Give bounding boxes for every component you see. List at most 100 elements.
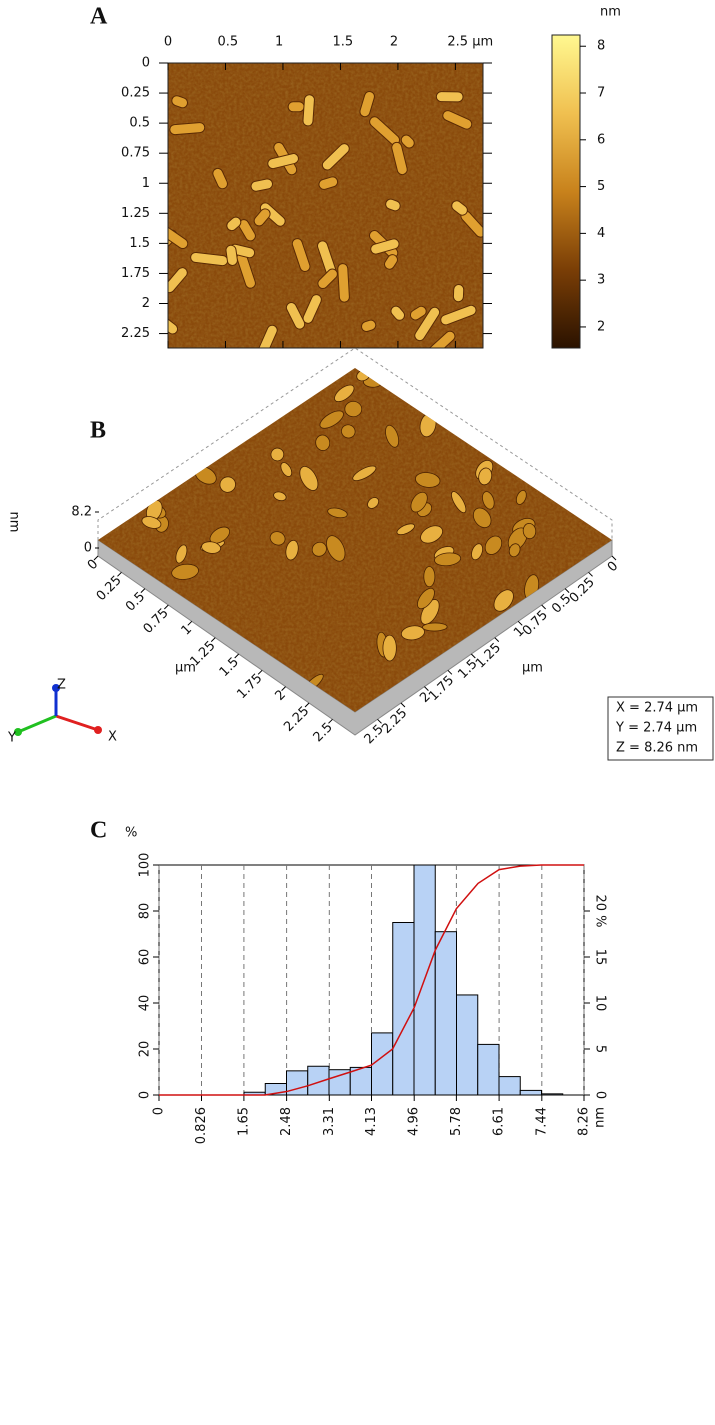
particle [471, 543, 484, 561]
particle [367, 497, 380, 509]
x-tick-label: 1.5 [332, 35, 353, 50]
particle [522, 523, 537, 540]
x-tick-label: 0.25 [94, 573, 125, 604]
particle [318, 176, 339, 190]
particle [352, 465, 377, 482]
axis-arrow-head [94, 726, 102, 734]
y-tick-label: 0 [142, 56, 150, 71]
x-tick [140, 588, 146, 594]
x-tick-label: 2.48 [279, 1107, 294, 1136]
particle [269, 531, 286, 546]
y-tick-label: 0.5 [129, 116, 150, 131]
x-tick [93, 555, 99, 561]
particle [390, 305, 406, 321]
x-axis-label: nm [593, 1107, 608, 1128]
y2-tick-label: 20 % [593, 894, 608, 927]
particle [319, 410, 344, 429]
axis-arrow [55, 714, 99, 732]
image-frame [167, 62, 484, 349]
axis-arrow-head [52, 684, 60, 692]
particle [435, 91, 464, 103]
particle [344, 400, 363, 418]
x-tick-label: 8.26 [577, 1107, 592, 1136]
axis-name: X [108, 730, 117, 745]
axis-arrow-head [14, 728, 22, 736]
particle [270, 447, 285, 462]
y-tick [470, 653, 476, 659]
y-tick-label: 0.75 [121, 146, 150, 161]
particle [253, 208, 271, 227]
particle [415, 472, 441, 488]
x-tick-label: 2 [390, 35, 398, 50]
y-tick [447, 669, 453, 675]
colorbar-tick-label: 7 [597, 86, 605, 101]
readout-line: Z = 8.26 nm [616, 741, 698, 756]
y-tick-label: 2 [142, 296, 150, 311]
particle [321, 143, 350, 171]
x-tick [304, 702, 310, 708]
x-tick-label: 2.5 µm [447, 35, 493, 50]
x-tick-label: 2.25 [281, 704, 312, 735]
x-tick-label: 1.5 [217, 655, 242, 680]
x-tick [257, 669, 263, 675]
particle [472, 507, 492, 529]
particle [201, 541, 222, 554]
cumulative-line [159, 864, 584, 1096]
bar [456, 994, 479, 1096]
particle [423, 330, 456, 348]
particle [385, 198, 401, 212]
particle [212, 167, 228, 190]
particle [385, 424, 400, 448]
x-tick [328, 718, 333, 724]
particle [250, 178, 273, 192]
y-tick [541, 604, 547, 610]
particle [238, 219, 256, 242]
panel-label: C [90, 818, 107, 844]
y-tick-label: 20 [138, 1041, 153, 1058]
particle [302, 294, 322, 324]
particle [515, 489, 527, 505]
particle [334, 384, 355, 403]
x-tick [234, 653, 240, 659]
x-tick-label: 0 [164, 35, 172, 50]
bar [477, 1043, 500, 1096]
colorbar-tick-label: 6 [597, 132, 605, 147]
particle [219, 476, 236, 493]
y-tick-label: 1.75 [121, 266, 150, 281]
y-tick-label: 1.5 [129, 236, 150, 251]
y-tick-label: 80 [138, 903, 153, 920]
y-tick [517, 620, 523, 626]
particle [291, 238, 311, 272]
x-axis-label: µm [175, 661, 196, 676]
particle [299, 466, 319, 491]
particle [382, 634, 397, 662]
x-tick-label: 4.13 [364, 1107, 379, 1136]
particle [337, 263, 350, 303]
particle [410, 491, 428, 513]
y-tick-label: 0 [605, 559, 621, 575]
y-tick [588, 571, 593, 577]
particle [451, 491, 467, 514]
y-tick-label: 40 [138, 995, 153, 1012]
y-tick [377, 718, 382, 724]
y2-tick-label: 5 [593, 1045, 608, 1053]
y-tick-label: 60 [138, 949, 153, 966]
particle [302, 94, 315, 127]
particle [317, 268, 338, 290]
particle [400, 625, 425, 641]
z-axis-label: nm [7, 512, 22, 533]
x-tick-label: 2.5 [311, 720, 336, 745]
particle [370, 238, 400, 255]
particle [175, 544, 188, 564]
particle [226, 216, 242, 232]
particle [451, 200, 468, 216]
particle [384, 254, 398, 270]
particle [400, 134, 415, 149]
x-tick-label: 0.5 [217, 35, 238, 50]
x-tick [187, 620, 193, 626]
bar [541, 1093, 564, 1096]
particle [391, 141, 408, 176]
x-tick-label: 0.5 [123, 589, 148, 614]
y-tick-label: 0 [138, 1091, 153, 1099]
particle [452, 284, 465, 303]
